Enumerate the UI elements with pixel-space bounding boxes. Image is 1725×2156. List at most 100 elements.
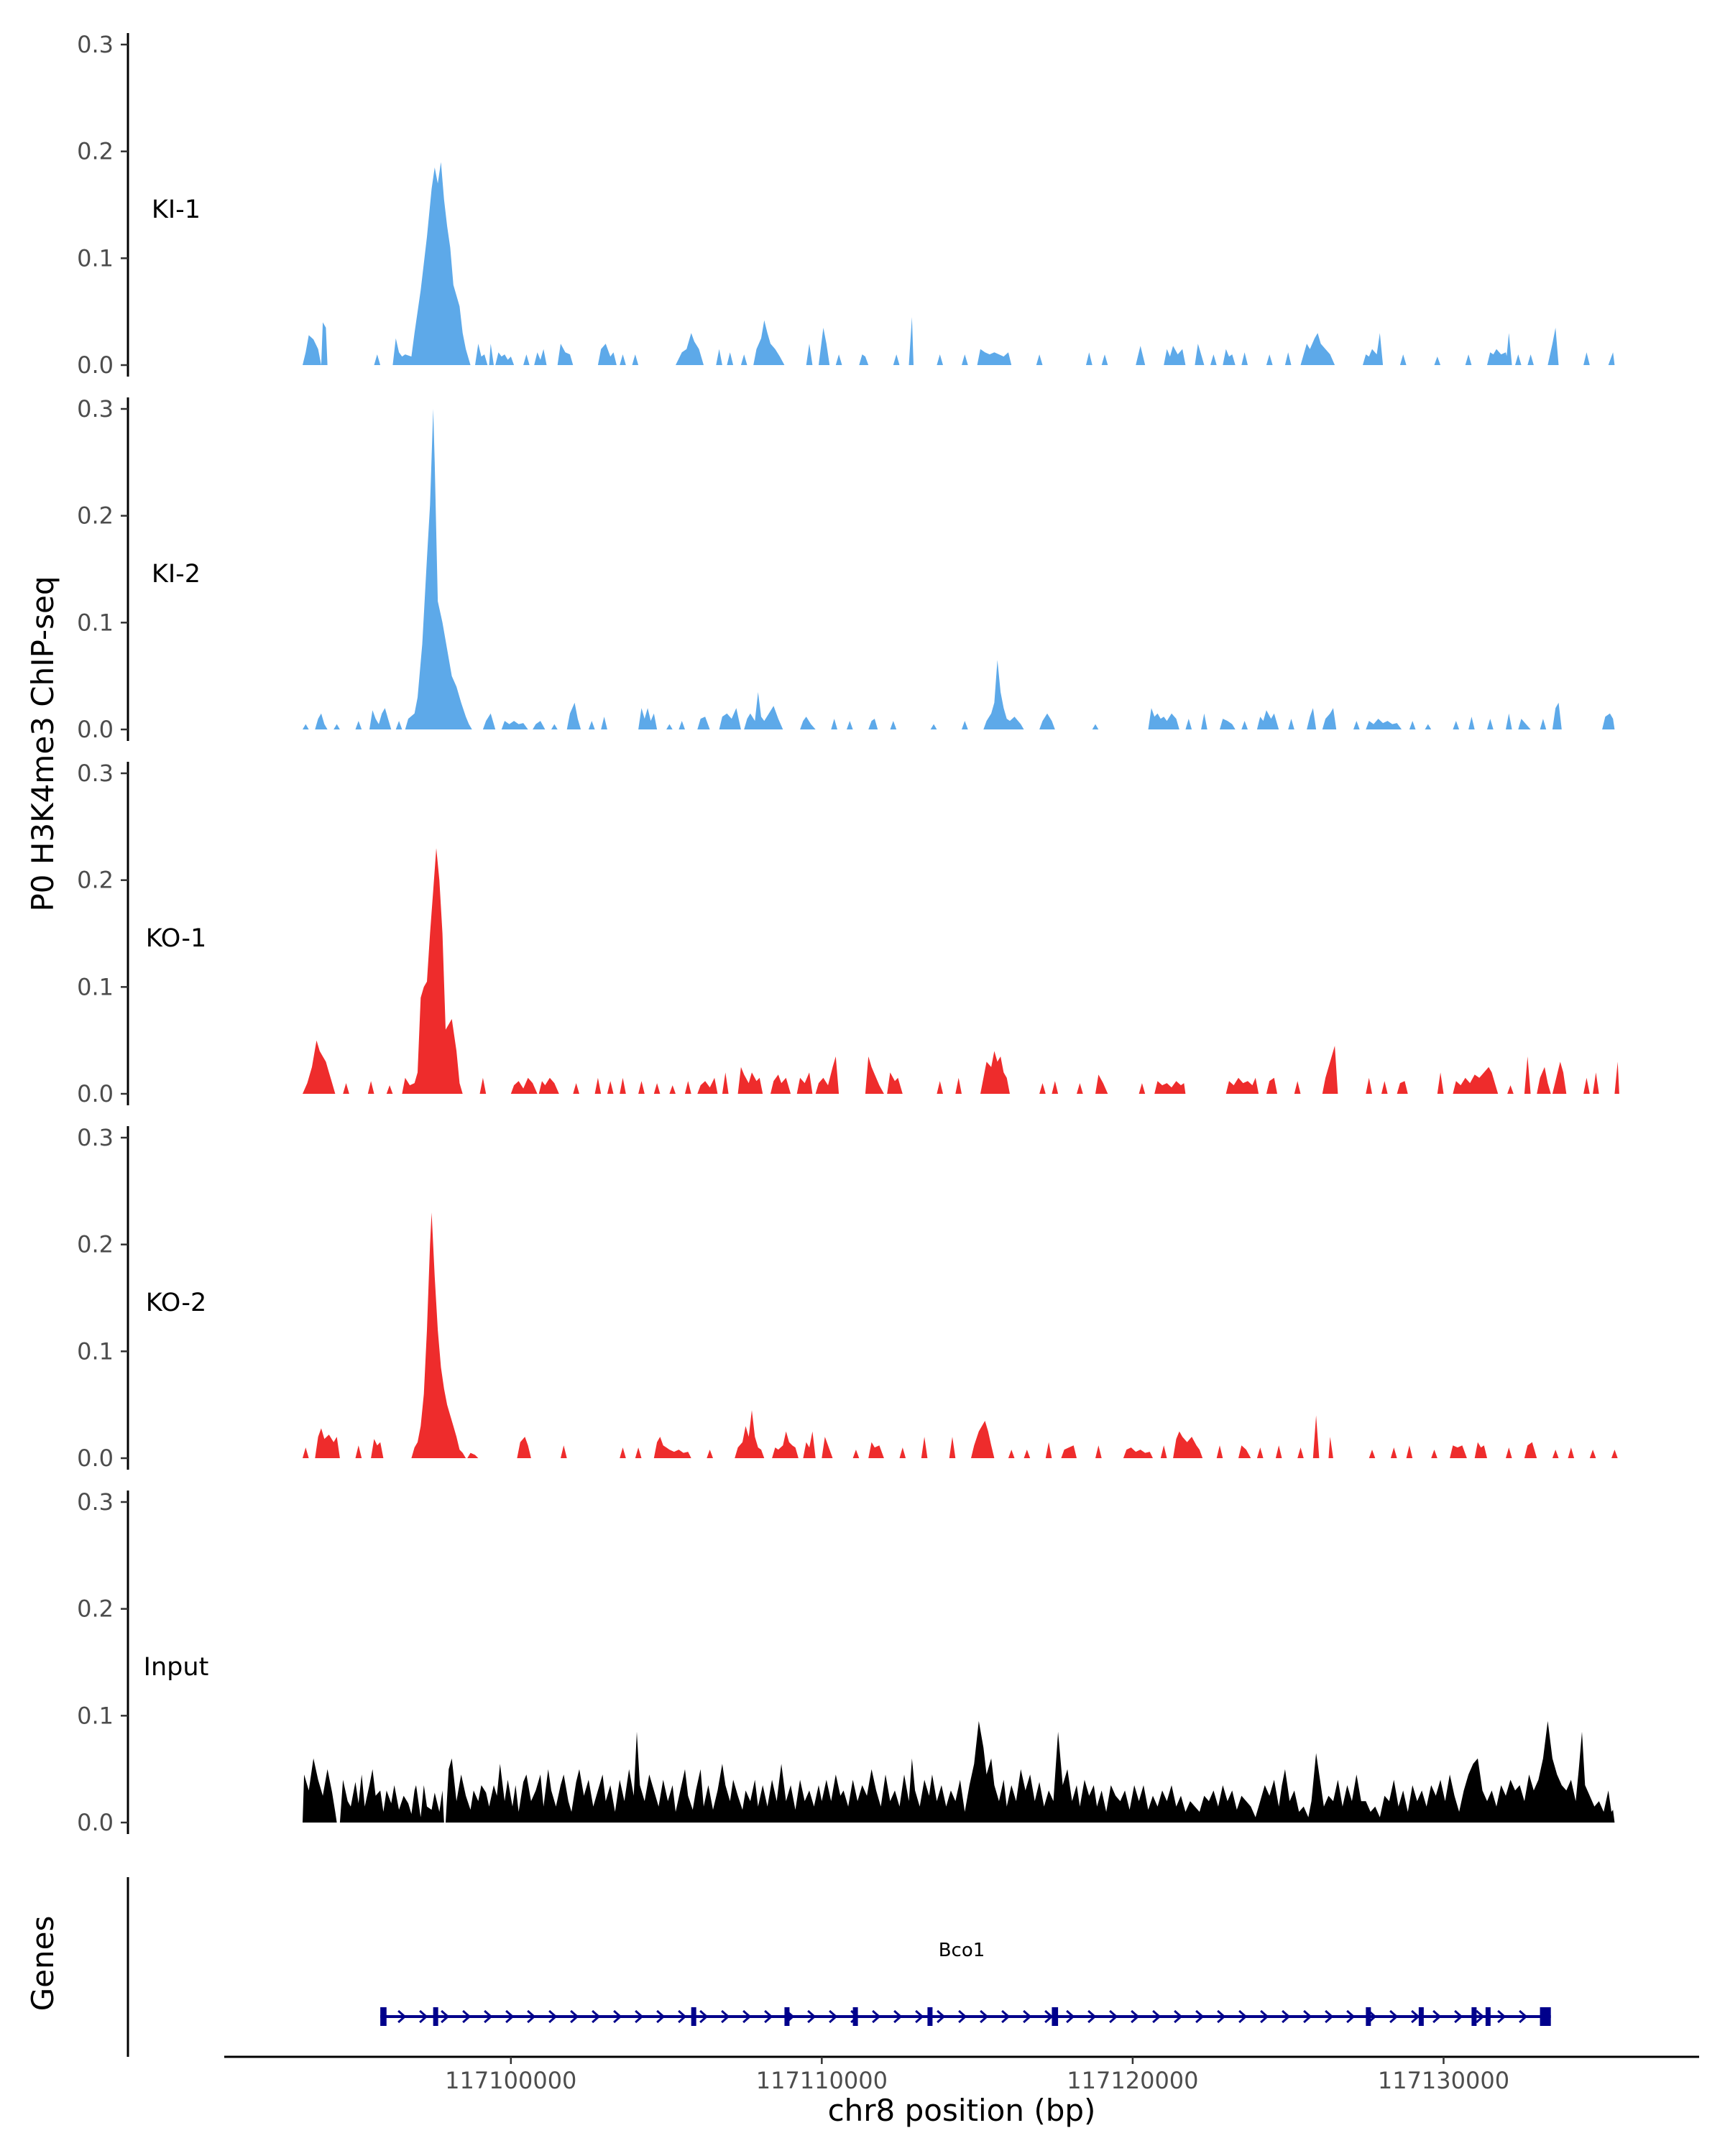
x-tick-label: 117110000 — [756, 2067, 888, 2094]
strand-arrow — [1325, 2009, 1334, 2024]
track-label: KI-2 — [152, 560, 201, 589]
strand-arrow — [699, 2009, 709, 2024]
gene-label: Bco1 — [939, 1940, 985, 1961]
exon — [1471, 2007, 1477, 2026]
y-tick-label: 0.3 — [77, 31, 114, 58]
x-tick-label: 117120000 — [1067, 2067, 1198, 2094]
y-tick-label: 0.0 — [77, 1080, 114, 1107]
strand-arrow — [527, 2009, 536, 2024]
track-label: KO-2 — [146, 1289, 206, 1317]
strand-arrow — [1454, 2009, 1463, 2024]
strand-arrow — [1152, 2009, 1162, 2024]
strand-arrow — [397, 2009, 407, 2024]
strand-arrow — [613, 2009, 622, 2024]
strand-arrow — [1260, 2009, 1269, 2024]
strand-arrow — [1044, 2009, 1054, 2024]
exon — [784, 2007, 790, 2026]
track-label: KO-1 — [146, 924, 206, 953]
exon — [927, 2007, 933, 2026]
strand-arrow — [764, 2009, 773, 2024]
strand-arrow — [505, 2009, 515, 2024]
exon — [852, 2007, 858, 2026]
y-tick-label: 0.3 — [77, 1124, 114, 1151]
strand-arrow — [1131, 2009, 1140, 2024]
strand-arrow — [1389, 2009, 1399, 2024]
strand-arrow — [1519, 2009, 1528, 2024]
strand-arrow — [1109, 2009, 1118, 2024]
strand-arrow — [1432, 2009, 1442, 2024]
strand-arrow — [462, 2009, 472, 2024]
y-tick-label: 0.2 — [77, 138, 114, 165]
y-tick-label: 0.0 — [77, 716, 114, 743]
track-panel-ki-2: 0.0 0.1 0.2 0.3 KI-2 — [77, 395, 1615, 743]
y-tick-label: 0.1 — [77, 1702, 114, 1729]
track-area — [303, 1212, 1618, 1458]
strand-arrow — [1001, 2009, 1011, 2024]
strand-arrow — [570, 2009, 579, 2024]
strand-arrow — [548, 2009, 558, 2024]
track-panel-input: 0.0 0.1 0.2 0.3 Input — [77, 1488, 1615, 1836]
strand-arrow — [1303, 2009, 1312, 2024]
y-tick-label: 0.0 — [77, 1445, 114, 1472]
track-panel-ko-2: 0.0 0.1 0.2 0.3 KO-2 — [77, 1124, 1618, 1472]
strand-arrow — [893, 2009, 903, 2024]
strand-arrow — [592, 2009, 601, 2024]
strand-arrow — [1174, 2009, 1183, 2024]
strand-arrow — [721, 2009, 730, 2024]
y-tick-label: 0.0 — [77, 1809, 114, 1836]
strand-arrow — [1238, 2009, 1248, 2024]
strand-arrow — [484, 2009, 493, 2024]
gene-layer: 117100000 117110000 117120000 117130000 — [126, 1877, 1699, 2094]
exon — [1366, 2007, 1371, 2026]
strand-arrow — [872, 2009, 881, 2024]
exon — [433, 2007, 438, 2026]
y-tick-label: 0.1 — [77, 1337, 114, 1365]
exon — [380, 2007, 387, 2026]
strand-arrow — [678, 2009, 687, 2024]
track-label: KI-1 — [152, 195, 201, 224]
exon — [1418, 2007, 1424, 2026]
track-panel-ki-1: 0.0 0.1 0.2 0.3 KI-1 — [77, 31, 1615, 379]
y-tick-label: 0.2 — [77, 502, 114, 530]
strand-arrow — [980, 2009, 989, 2024]
track-area — [303, 162, 1615, 365]
track-area — [303, 409, 1615, 729]
strand-arrow — [441, 2009, 450, 2024]
y-tick-label: 0.2 — [77, 1231, 114, 1258]
y-tick-label: 0.2 — [77, 1595, 114, 1623]
track-label: Input — [144, 1653, 209, 1682]
strand-arrow — [1023, 2009, 1032, 2024]
strand-arrow — [419, 2009, 428, 2024]
exon — [1540, 2007, 1551, 2026]
strand-arrow — [829, 2009, 838, 2024]
tracks-layer: 0.00.10.20.3KI-10.00.10.20.3KI-20.00.10.… — [77, 31, 1619, 1836]
x-axis-title: chr8 position (bp) — [828, 2093, 1096, 2128]
x-tick-label: 117130000 — [1378, 2067, 1509, 2094]
strand-arrow — [635, 2009, 644, 2024]
strand-arrow — [1066, 2009, 1075, 2024]
strand-arrow — [915, 2009, 924, 2024]
exon — [1485, 2007, 1491, 2026]
y-tick-label: 0.1 — [77, 609, 114, 636]
track-panel-ko-1: 0.0 0.1 0.2 0.3 KO-1 — [77, 760, 1619, 1107]
y-tick-label: 0.2 — [77, 867, 114, 894]
y-tick-label: 0.1 — [77, 973, 114, 1000]
strand-arrow — [937, 2009, 946, 2024]
strand-arrow — [958, 2009, 967, 2024]
strand-arrow — [1497, 2009, 1506, 2024]
y-tick-label: 0.3 — [77, 1488, 114, 1516]
y-tick-label: 0.3 — [77, 395, 114, 423]
genes-panel-label: Genes — [25, 1916, 60, 2012]
strand-arrow — [807, 2009, 816, 2024]
strand-arrow — [1282, 2009, 1291, 2024]
strand-arrow — [1195, 2009, 1205, 2024]
track-area — [303, 848, 1619, 1094]
y-tick-label: 0.0 — [77, 351, 114, 379]
strand-arrow — [1411, 2009, 1420, 2024]
y-tick-label: 0.1 — [77, 244, 114, 272]
strand-arrow — [1087, 2009, 1097, 2024]
strand-arrow — [1346, 2009, 1356, 2024]
strand-arrow — [656, 2009, 666, 2024]
x-tick-label: 117100000 — [445, 2067, 576, 2094]
